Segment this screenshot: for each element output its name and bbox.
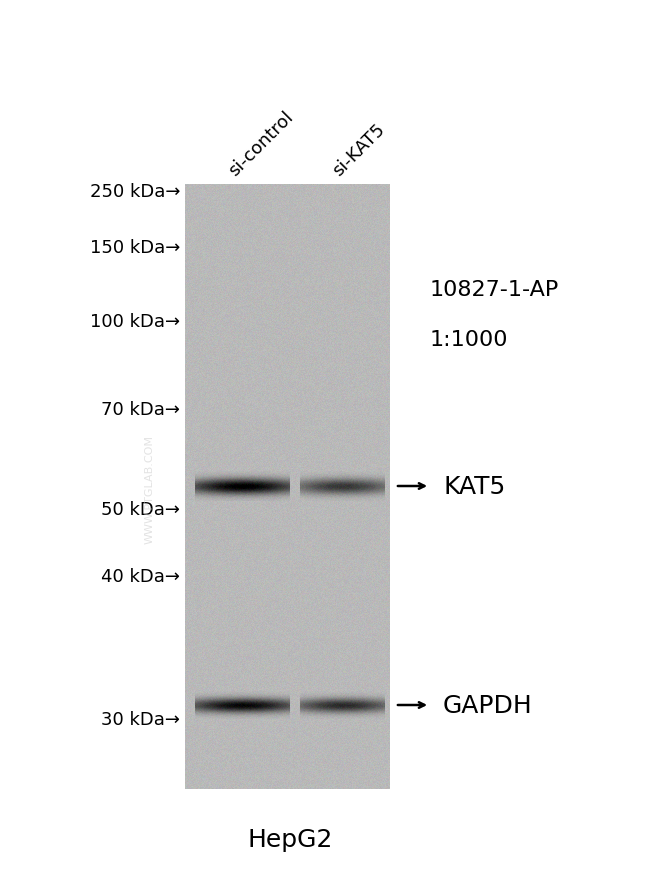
Text: 50 kDa→: 50 kDa→ — [101, 501, 180, 518]
Text: si-KAT5: si-KAT5 — [330, 120, 389, 180]
Text: 250 kDa→: 250 kDa→ — [90, 183, 180, 201]
Text: si-control: si-control — [226, 108, 297, 180]
Text: 100 kDa→: 100 kDa→ — [90, 313, 180, 330]
Text: KAT5: KAT5 — [443, 475, 505, 499]
Text: 10827-1-AP: 10827-1-AP — [430, 280, 559, 299]
Text: WWW.PTGLAB.COM: WWW.PTGLAB.COM — [145, 435, 155, 544]
Text: GAPDH: GAPDH — [443, 693, 533, 717]
Text: 70 kDa→: 70 kDa→ — [101, 400, 180, 418]
Text: 1:1000: 1:1000 — [430, 330, 508, 350]
Text: 150 kDa→: 150 kDa→ — [90, 238, 180, 257]
Text: 40 kDa→: 40 kDa→ — [101, 567, 180, 586]
Text: HepG2: HepG2 — [247, 827, 333, 851]
Text: 30 kDa→: 30 kDa→ — [101, 711, 180, 728]
